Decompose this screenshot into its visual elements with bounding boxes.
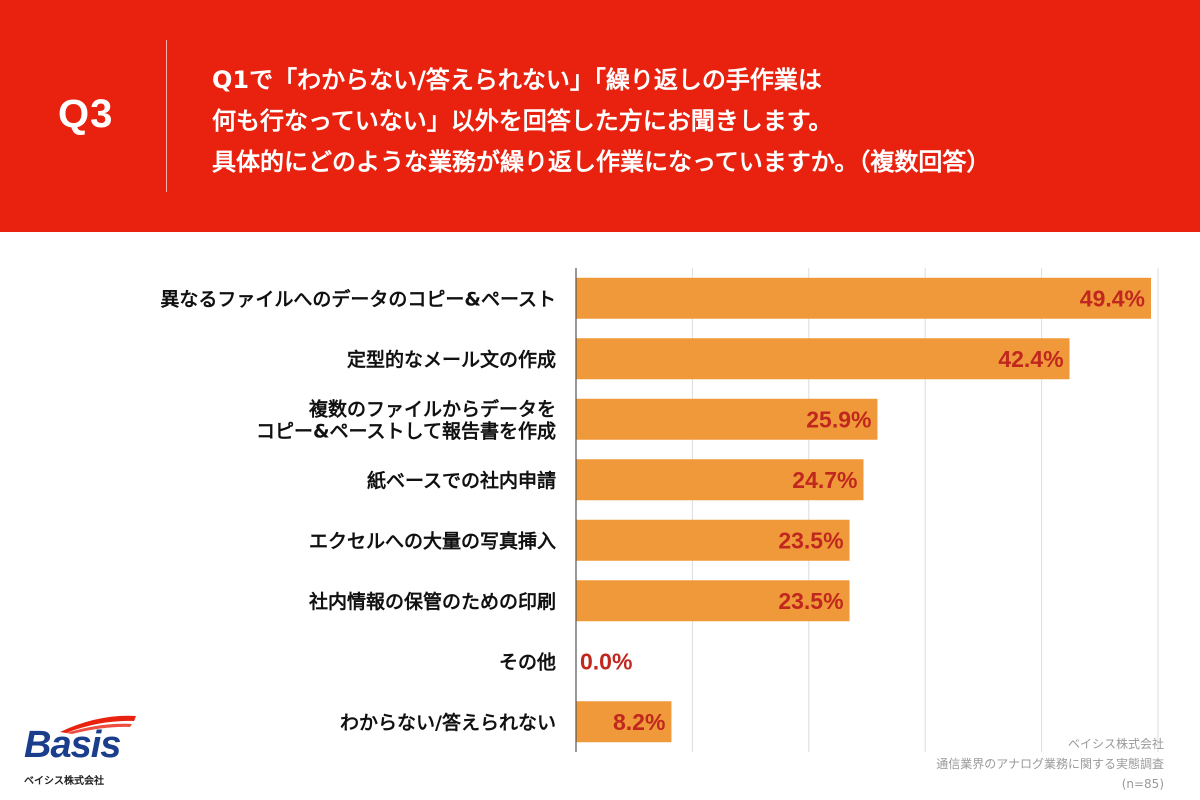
- logo-swoosh-icon: [60, 715, 136, 734]
- value-label: 8.2%: [613, 709, 665, 735]
- company-logo: Basis ベイシス株式会社: [20, 712, 136, 787]
- header: Q3 Q1で「わからない/答えられない」「繰り返しの手作業は 何も行なっていない…: [0, 0, 1200, 232]
- chart-panel: 異なるファイルへのデータのコピー&ペースト 49.4% 定型的なメール文の作成 42.…: [0, 232, 1200, 800]
- category-label: 定型的なメール文の作成: [347, 348, 556, 371]
- question-line: 何も行なっていない」以外を回答した方にお聞きします。: [212, 107, 833, 135]
- category-label: 複数のファイルからデータをコピー&ペーストして報告書を作成: [256, 397, 556, 442]
- source-note: ベイシス株式会社 通信業界のアナログ業務に関する実態調査 (n=85): [936, 734, 1164, 794]
- bar: [576, 519, 850, 561]
- bar: [576, 701, 672, 743]
- question-text: Q1で「わからない/答えられない」「繰り返しの手作業は 何も行なっていない」以外…: [212, 60, 990, 183]
- value-label: 42.4%: [998, 346, 1063, 372]
- category-label: エクセルへの大量の写真挿入: [309, 529, 556, 552]
- question-line: 具体的にどのような業務が繰り返し作業になっていますか。（複数回答）: [212, 148, 991, 176]
- bar: [576, 580, 850, 622]
- source-survey: 通信業界のアナログ業務に関する実態調査: [936, 757, 1164, 771]
- logo-wordmark: Basis: [24, 724, 121, 766]
- category-label: 社内情報の保管のための印刷: [308, 590, 556, 613]
- category-label: わからない/答えられない: [340, 711, 556, 734]
- source-n: (n=85): [1121, 777, 1164, 791]
- value-label: 23.5%: [778, 588, 843, 614]
- bar: [576, 277, 1152, 319]
- question-line: Q1で「わからない/答えられない」「繰り返しの手作業は: [212, 66, 822, 94]
- value-label: 25.9%: [806, 406, 871, 432]
- value-label: 0.0%: [580, 648, 632, 674]
- category-label: 異なるファイルへのデータのコピー&ペースト: [160, 287, 556, 310]
- value-label: 24.7%: [792, 467, 857, 493]
- category-label: 紙ベースでの社内申請: [367, 469, 556, 492]
- category-label: その他: [499, 650, 556, 673]
- source-company: ベイシス株式会社: [1067, 737, 1164, 751]
- question-number: Q3: [58, 92, 114, 136]
- value-label: 23.5%: [778, 527, 843, 553]
- value-label: 49.4%: [1080, 285, 1145, 311]
- bar: [576, 459, 864, 501]
- header-divider: [166, 40, 167, 192]
- bar: [576, 338, 1070, 380]
- bar-chart: 異なるファイルへのデータのコピー&ペースト 49.4% 定型的なメール文の作成 42.…: [160, 268, 1159, 752]
- logo-subtext: ベイシス株式会社: [24, 776, 104, 787]
- bar: [576, 398, 878, 440]
